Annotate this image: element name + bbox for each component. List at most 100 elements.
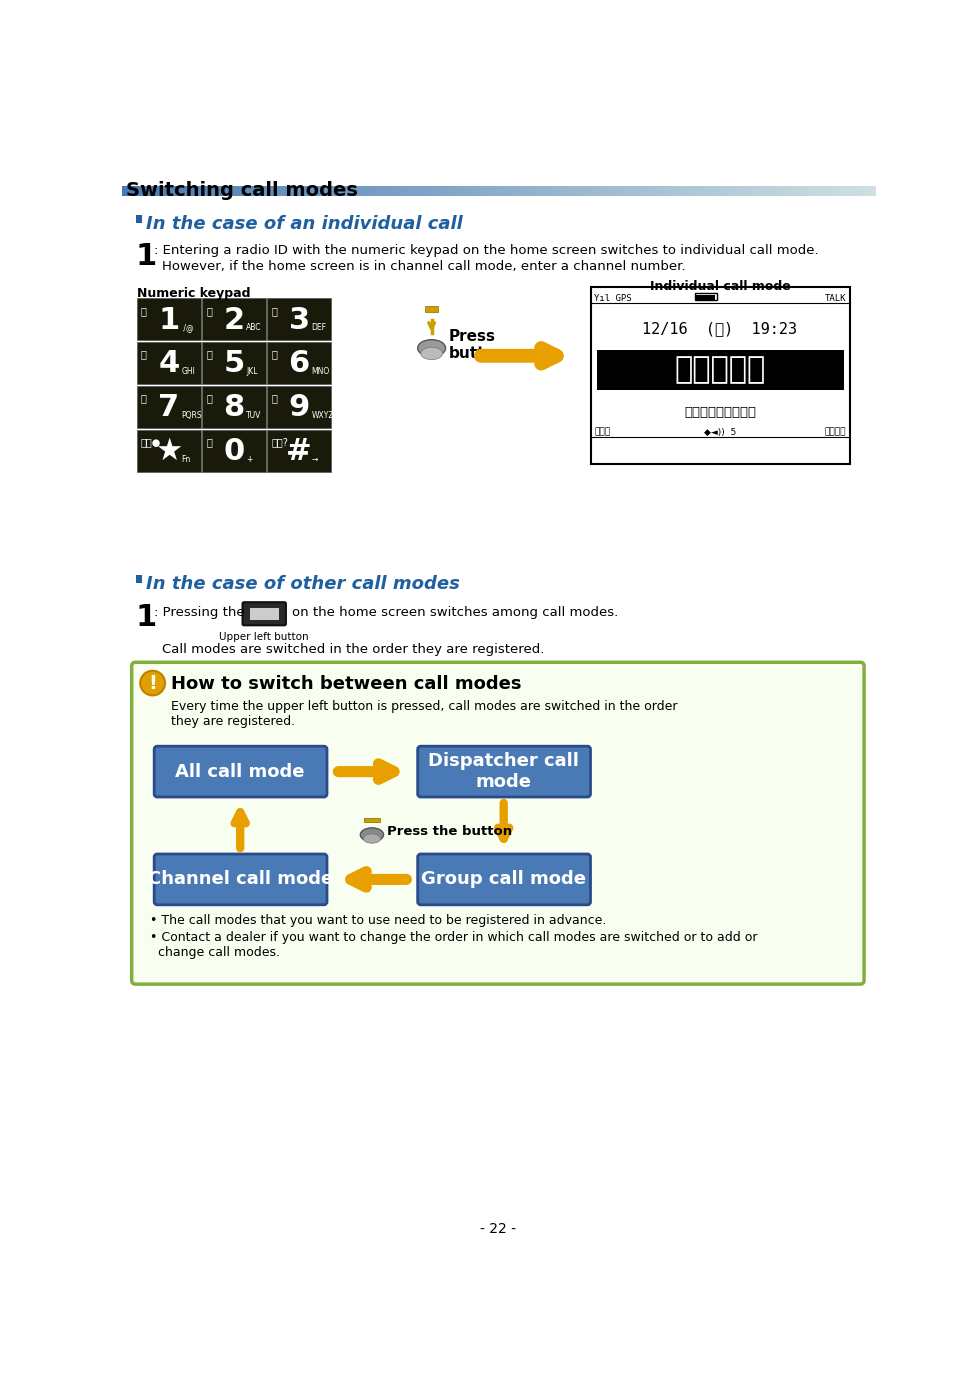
- Bar: [559, 187, 562, 195]
- Bar: [310, 187, 314, 195]
- Bar: [566, 187, 570, 195]
- Bar: [777, 187, 781, 195]
- Text: In the case of an individual call: In the case of an individual call: [146, 215, 463, 233]
- Bar: [453, 187, 457, 195]
- Bar: [137, 298, 200, 340]
- Bar: [785, 187, 789, 195]
- Text: Every time the upper left button is pressed, call modes are switched in the orde: Every time the upper left button is pres…: [171, 701, 678, 729]
- Bar: [337, 187, 341, 195]
- Text: #: #: [286, 437, 312, 467]
- Bar: [258, 187, 261, 195]
- Bar: [261, 187, 265, 195]
- Bar: [591, 287, 850, 464]
- Text: : Pressing the: : Pressing the: [154, 606, 245, 618]
- Text: 1: 1: [135, 603, 157, 632]
- Bar: [435, 187, 438, 195]
- Bar: [646, 187, 650, 195]
- Bar: [518, 187, 522, 195]
- Bar: [706, 187, 710, 195]
- Text: on the home screen switches among call modes.: on the home screen switches among call m…: [292, 606, 619, 618]
- Bar: [250, 187, 254, 195]
- Bar: [306, 187, 310, 195]
- Text: 3: 3: [289, 305, 309, 334]
- Bar: [450, 187, 453, 195]
- Bar: [491, 187, 495, 195]
- Bar: [140, 187, 144, 195]
- Text: →: →: [311, 456, 318, 464]
- Bar: [276, 187, 280, 195]
- Bar: [650, 187, 653, 195]
- Bar: [849, 187, 853, 195]
- Bar: [774, 187, 777, 195]
- Bar: [227, 187, 231, 195]
- Bar: [717, 187, 721, 195]
- Text: （（（通話中）））: （（（通話中）））: [684, 405, 756, 419]
- Bar: [827, 187, 831, 195]
- Text: Upper left button: Upper left button: [220, 632, 309, 642]
- Bar: [431, 187, 435, 195]
- Bar: [574, 187, 578, 195]
- Bar: [729, 187, 733, 195]
- Text: 8: 8: [224, 393, 244, 422]
- Bar: [186, 187, 190, 195]
- Bar: [268, 386, 331, 428]
- Bar: [344, 187, 348, 195]
- Bar: [355, 187, 359, 195]
- Bar: [371, 187, 375, 195]
- Bar: [178, 187, 182, 195]
- Bar: [556, 187, 559, 195]
- Bar: [811, 187, 815, 195]
- Bar: [842, 187, 846, 195]
- Bar: [367, 187, 371, 195]
- Bar: [823, 187, 827, 195]
- Bar: [763, 187, 767, 195]
- Text: わ: わ: [206, 437, 212, 447]
- Bar: [612, 187, 616, 195]
- Bar: [202, 341, 266, 384]
- Bar: [194, 187, 197, 195]
- Bar: [713, 187, 717, 195]
- Bar: [415, 187, 419, 195]
- Bar: [665, 187, 668, 195]
- Text: ま: ま: [141, 394, 147, 404]
- Bar: [163, 187, 167, 195]
- Bar: [853, 187, 857, 195]
- Bar: [672, 187, 676, 195]
- Bar: [224, 187, 228, 195]
- Bar: [442, 187, 446, 195]
- Bar: [137, 429, 200, 472]
- Bar: [472, 187, 476, 195]
- Bar: [246, 187, 250, 195]
- Bar: [314, 187, 317, 195]
- Text: Switching call modes: Switching call modes: [126, 181, 357, 201]
- Bar: [202, 429, 266, 472]
- Bar: [238, 187, 242, 195]
- Ellipse shape: [360, 827, 383, 841]
- Text: Yıl GPS: Yıl GPS: [595, 294, 632, 304]
- Text: TUV: TUV: [246, 411, 262, 421]
- Bar: [325, 187, 329, 195]
- Text: メニュー: メニュー: [825, 428, 847, 436]
- FancyBboxPatch shape: [154, 747, 327, 797]
- Text: However, if the home screen is in channel call mode, enter a channel number.: However, if the home screen is in channe…: [162, 259, 685, 273]
- Bar: [419, 187, 423, 195]
- Bar: [457, 187, 461, 195]
- Text: !: !: [148, 674, 157, 692]
- Bar: [461, 187, 465, 195]
- Bar: [385, 187, 389, 195]
- Bar: [465, 187, 469, 195]
- Text: 2: 2: [224, 305, 244, 334]
- Bar: [536, 187, 540, 195]
- Text: 5: 5: [224, 350, 244, 379]
- Bar: [212, 187, 216, 195]
- Text: ★: ★: [156, 437, 183, 467]
- Bar: [691, 187, 695, 195]
- Bar: [480, 187, 484, 195]
- Bar: [137, 386, 200, 428]
- Bar: [348, 187, 351, 195]
- Bar: [291, 187, 295, 195]
- Bar: [148, 187, 152, 195]
- Bar: [152, 187, 156, 195]
- FancyBboxPatch shape: [417, 854, 591, 905]
- Bar: [522, 187, 525, 195]
